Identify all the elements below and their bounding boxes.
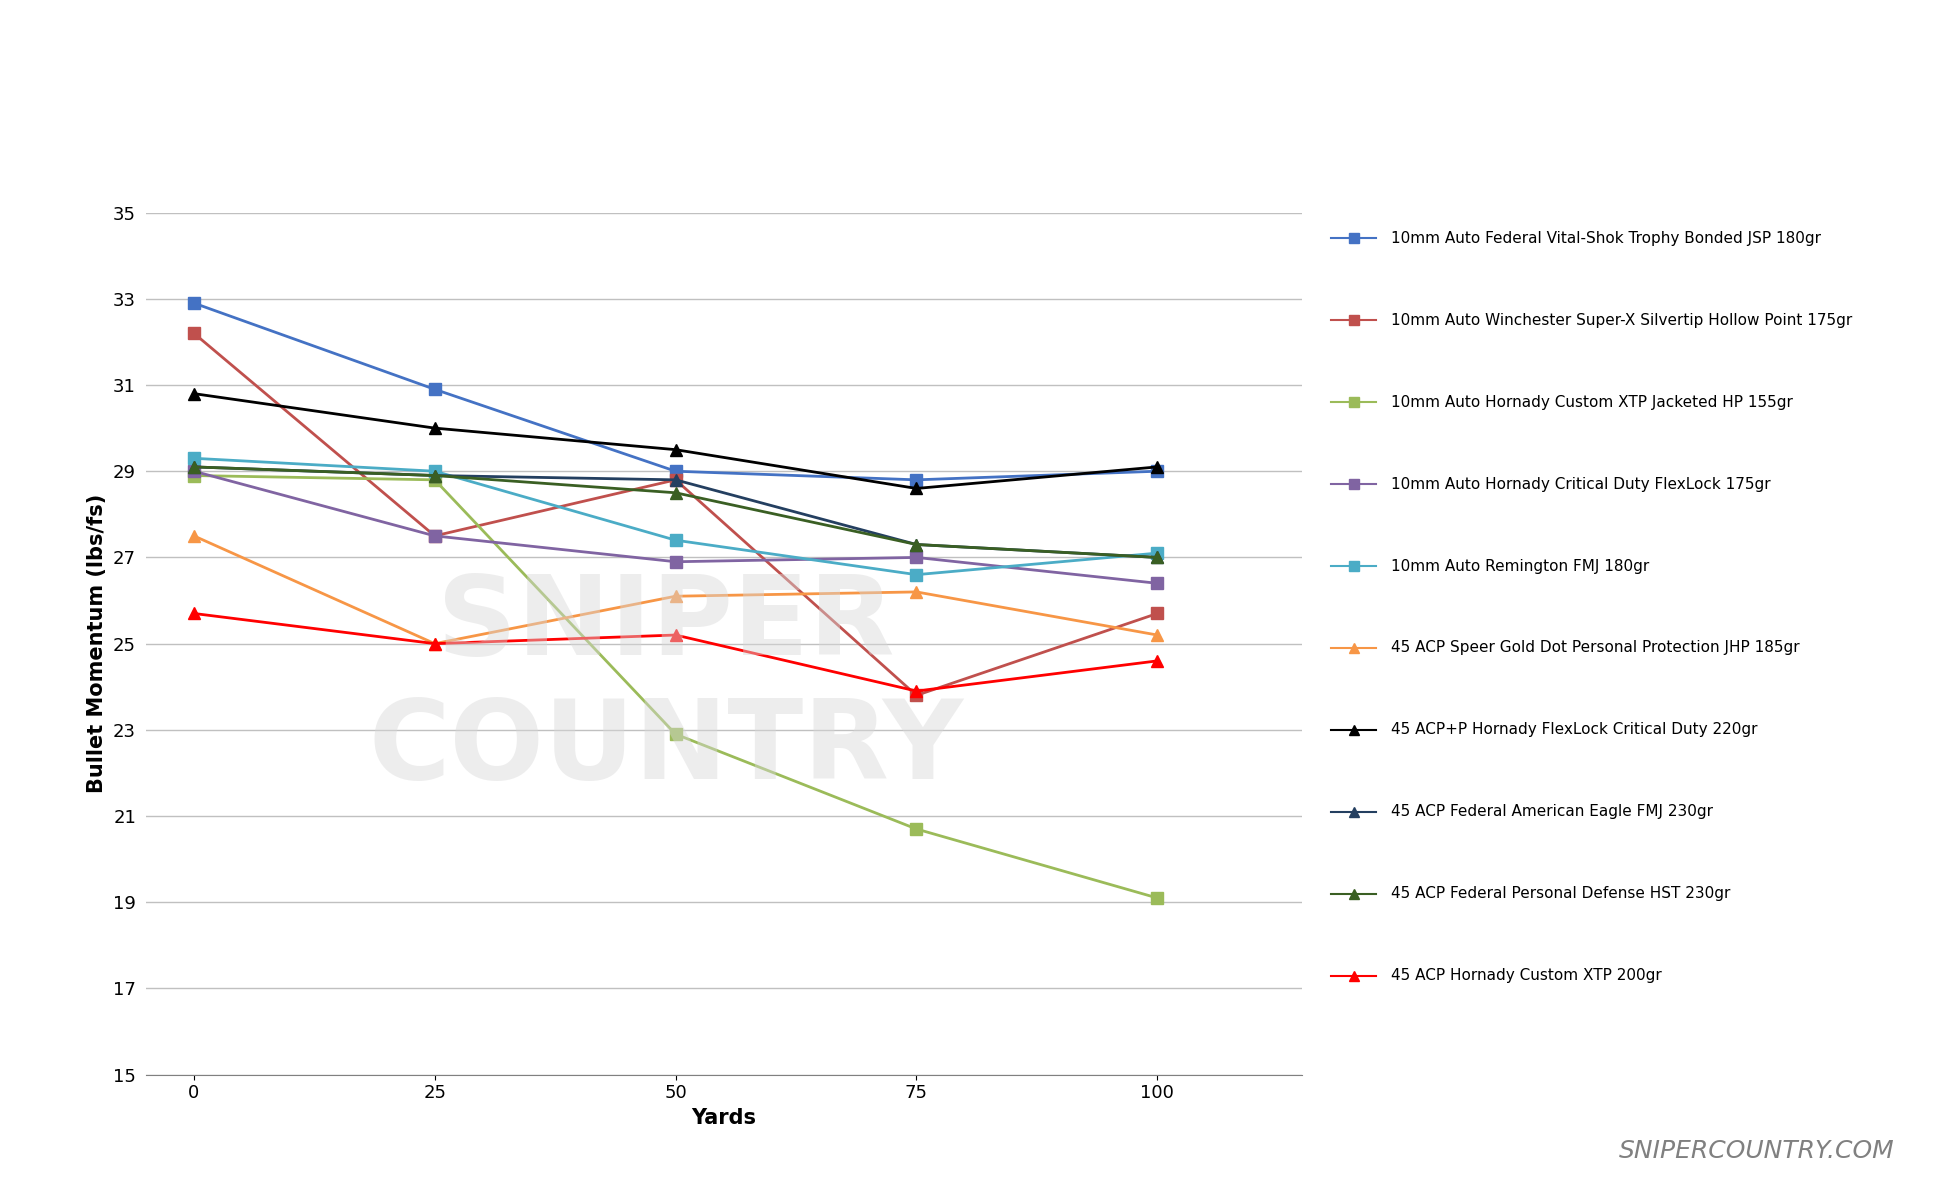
45 ACP Federal Personal Defense HST 230gr bbox=[424, 469, 447, 483]
10mm Auto Hornady Critical Duty FlexLock 175gr bbox=[424, 529, 447, 543]
45 ACP+P Hornady FlexLock Critical Duty 220gr bbox=[665, 443, 688, 457]
Text: 45 ACP Speer Gold Dot Personal Protection JHP 185gr: 45 ACP Speer Gold Dot Personal Protectio… bbox=[1391, 640, 1799, 655]
Line: 10mm Auto Federal Vital-Shok Trophy Bonded JSP 180gr: 10mm Auto Federal Vital-Shok Trophy Bond… bbox=[188, 298, 1162, 485]
Text: 10mm Auto Federal Vital-Shok Trophy Bonded JSP 180gr: 10mm Auto Federal Vital-Shok Trophy Bond… bbox=[1391, 231, 1821, 246]
45 ACP Speer Gold Dot Personal Protection JHP 185gr bbox=[1146, 628, 1170, 642]
Y-axis label: Bullet Momentum (lbs/fs): Bullet Momentum (lbs/fs) bbox=[87, 494, 107, 794]
Line: 10mm Auto Winchester Super-X Silvertip Hollow Point 175gr: 10mm Auto Winchester Super-X Silvertip H… bbox=[188, 327, 1162, 702]
10mm Auto Hornady Critical Duty FlexLock 175gr bbox=[905, 550, 929, 565]
10mm Auto Hornady Custom XTP Jacketed HP 155gr bbox=[905, 822, 929, 836]
45 ACP+P Hornady FlexLock Critical Duty 220gr bbox=[424, 420, 447, 435]
45 ACP+P Hornady FlexLock Critical Duty 220gr bbox=[1146, 459, 1170, 474]
45 ACP Hornady Custom XTP 200gr bbox=[905, 684, 929, 698]
Line: 10mm Auto Hornady Critical Duty FlexLock 175gr: 10mm Auto Hornady Critical Duty FlexLock… bbox=[188, 465, 1162, 589]
X-axis label: Yards: Yards bbox=[692, 1108, 756, 1128]
10mm Auto Federal Vital-Shok Trophy Bonded JSP 180gr bbox=[665, 464, 688, 478]
Text: SNIPER
COUNTRY: SNIPER COUNTRY bbox=[369, 572, 964, 802]
45 ACP Federal Personal Defense HST 230gr bbox=[905, 537, 929, 552]
10mm Auto Federal Vital-Shok Trophy Bonded JSP 180gr bbox=[183, 296, 206, 311]
10mm Auto Federal Vital-Shok Trophy Bonded JSP 180gr bbox=[424, 383, 447, 397]
Text: SNIPERCOUNTRY.COM: SNIPERCOUNTRY.COM bbox=[1619, 1140, 1894, 1163]
45 ACP Speer Gold Dot Personal Protection JHP 185gr bbox=[424, 637, 447, 651]
10mm Auto Winchester Super-X Silvertip Hollow Point 175gr bbox=[1146, 606, 1170, 620]
10mm Auto Hornady Critical Duty FlexLock 175gr bbox=[183, 464, 206, 478]
Line: 10mm Auto Remington FMJ 180gr: 10mm Auto Remington FMJ 180gr bbox=[188, 452, 1162, 580]
Text: 10mm Auto Winchester Super-X Silvertip Hollow Point 175gr: 10mm Auto Winchester Super-X Silvertip H… bbox=[1391, 313, 1852, 328]
10mm Auto Remington FMJ 180gr bbox=[905, 568, 929, 582]
10mm Auto Hornady Custom XTP Jacketed HP 155gr bbox=[183, 469, 206, 483]
45 ACP Speer Gold Dot Personal Protection JHP 185gr bbox=[905, 585, 929, 599]
10mm Auto Hornady Critical Duty FlexLock 175gr bbox=[1146, 576, 1170, 590]
45 ACP Speer Gold Dot Personal Protection JHP 185gr bbox=[183, 529, 206, 543]
10mm Auto Hornady Custom XTP Jacketed HP 155gr bbox=[665, 727, 688, 742]
Line: 45 ACP Speer Gold Dot Personal Protection JHP 185gr: 45 ACP Speer Gold Dot Personal Protectio… bbox=[188, 530, 1162, 650]
10mm Auto Remington FMJ 180gr bbox=[424, 464, 447, 478]
45 ACP Hornady Custom XTP 200gr bbox=[665, 628, 688, 642]
Text: 45 ACP Federal American Eagle FMJ 230gr: 45 ACP Federal American Eagle FMJ 230gr bbox=[1391, 804, 1714, 820]
Line: 45 ACP+P Hornady FlexLock Critical Duty 220gr: 45 ACP+P Hornady FlexLock Critical Duty … bbox=[188, 389, 1162, 494]
10mm Auto Remington FMJ 180gr bbox=[183, 451, 206, 465]
45 ACP Federal American Eagle FMJ 230gr bbox=[905, 537, 929, 552]
10mm Auto Winchester Super-X Silvertip Hollow Point 175gr bbox=[905, 689, 929, 703]
45 ACP Federal Personal Defense HST 230gr bbox=[183, 459, 206, 474]
10mm Auto Winchester Super-X Silvertip Hollow Point 175gr bbox=[424, 529, 447, 543]
Text: 10mm Auto Remington FMJ 180gr: 10mm Auto Remington FMJ 180gr bbox=[1391, 559, 1650, 574]
10mm Auto Winchester Super-X Silvertip Hollow Point 175gr bbox=[665, 472, 688, 487]
Line: 45 ACP Federal Personal Defense HST 230gr: 45 ACP Federal Personal Defense HST 230g… bbox=[188, 462, 1162, 563]
Line: 45 ACP Federal American Eagle FMJ 230gr: 45 ACP Federal American Eagle FMJ 230gr bbox=[188, 462, 1162, 563]
Text: 10mm Auto Hornady Critical Duty FlexLock 175gr: 10mm Auto Hornady Critical Duty FlexLock… bbox=[1391, 477, 1770, 491]
Text: 45 ACP+P Hornady FlexLock Critical Duty 220gr: 45 ACP+P Hornady FlexLock Critical Duty … bbox=[1391, 723, 1758, 737]
45 ACP Federal Personal Defense HST 230gr bbox=[665, 485, 688, 500]
45 ACP Federal American Eagle FMJ 230gr bbox=[183, 459, 206, 474]
10mm Auto Hornady Critical Duty FlexLock 175gr bbox=[665, 555, 688, 569]
45 ACP Federal Personal Defense HST 230gr bbox=[1146, 550, 1170, 565]
10mm Auto Remington FMJ 180gr bbox=[1146, 546, 1170, 560]
10mm Auto Winchester Super-X Silvertip Hollow Point 175gr bbox=[183, 326, 206, 340]
45 ACP Federal American Eagle FMJ 230gr bbox=[665, 472, 688, 487]
45 ACP Federal American Eagle FMJ 230gr bbox=[1146, 550, 1170, 565]
Text: 45 ACP Hornady Custom XTP 200gr: 45 ACP Hornady Custom XTP 200gr bbox=[1391, 968, 1661, 983]
Text: 45 ACP Federal Personal Defense HST 230gr: 45 ACP Federal Personal Defense HST 230g… bbox=[1391, 886, 1731, 901]
10mm Auto Remington FMJ 180gr bbox=[665, 533, 688, 547]
45 ACP Federal American Eagle FMJ 230gr bbox=[424, 469, 447, 483]
Line: 10mm Auto Hornady Custom XTP Jacketed HP 155gr: 10mm Auto Hornady Custom XTP Jacketed HP… bbox=[188, 470, 1162, 903]
45 ACP Hornady Custom XTP 200gr bbox=[183, 606, 206, 620]
45 ACP+P Hornady FlexLock Critical Duty 220gr bbox=[905, 482, 929, 496]
10mm Auto Hornady Custom XTP Jacketed HP 155gr bbox=[424, 472, 447, 487]
Text: MOMENTUM: MOMENTUM bbox=[649, 25, 1294, 117]
45 ACP Hornady Custom XTP 200gr bbox=[424, 637, 447, 651]
Line: 45 ACP Hornady Custom XTP 200gr: 45 ACP Hornady Custom XTP 200gr bbox=[188, 608, 1162, 697]
Text: 10mm Auto Hornady Custom XTP Jacketed HP 155gr: 10mm Auto Hornady Custom XTP Jacketed HP… bbox=[1391, 394, 1793, 410]
10mm Auto Federal Vital-Shok Trophy Bonded JSP 180gr bbox=[1146, 464, 1170, 478]
45 ACP+P Hornady FlexLock Critical Duty 220gr bbox=[183, 386, 206, 400]
45 ACP Hornady Custom XTP 200gr bbox=[1146, 654, 1170, 668]
10mm Auto Hornady Custom XTP Jacketed HP 155gr bbox=[1146, 890, 1170, 905]
10mm Auto Federal Vital-Shok Trophy Bonded JSP 180gr bbox=[905, 472, 929, 487]
45 ACP Speer Gold Dot Personal Protection JHP 185gr bbox=[665, 589, 688, 603]
